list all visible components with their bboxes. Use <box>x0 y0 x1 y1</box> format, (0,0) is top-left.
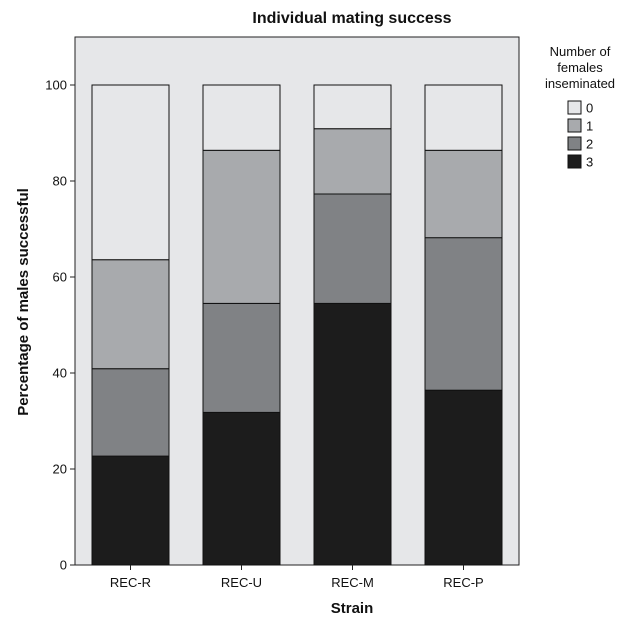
y-axis-label: Percentage of males successful <box>15 188 32 416</box>
bar-rec-r-series-0 <box>91 84 170 261</box>
legend-title-line: Number of <box>550 44 611 59</box>
chart-title: Individual mating success <box>252 10 451 27</box>
legend-swatch-1 <box>567 118 582 133</box>
legend-label-0: 0 <box>586 101 593 116</box>
x-tick-label: REC-R <box>110 575 151 590</box>
legend-label-1: 1 <box>586 119 593 134</box>
bar-rec-m-series-0 <box>313 84 392 130</box>
bar-rec-m-series-2 <box>313 193 392 304</box>
legend-label-3: 3 <box>586 155 593 170</box>
bar-rec-p-series-2 <box>424 237 503 391</box>
bar-rec-p-series-0 <box>424 84 503 151</box>
legend-label-2: 2 <box>586 137 593 152</box>
x-tick-label: REC-M <box>331 575 374 590</box>
legend-title-line: females <box>557 60 603 75</box>
legend-swatch-3 <box>567 154 582 169</box>
bar-rec-u-series-1 <box>202 149 281 304</box>
bar-rec-m-series-1 <box>313 128 392 195</box>
bar-rec-p-series-3 <box>424 389 503 566</box>
y-tick-label: 20 <box>53 462 67 477</box>
y-tick-label: 60 <box>53 270 67 285</box>
x-tick-label: REC-P <box>443 575 483 590</box>
y-tick-label: 80 <box>53 174 67 189</box>
bars-group <box>91 84 503 566</box>
bar-rec-r-series-3 <box>91 455 170 566</box>
x-axis: REC-R REC-U REC-M REC-P <box>110 565 484 590</box>
y-tick-label: 100 <box>45 78 67 93</box>
y-axis: 0 20 40 60 80 100 <box>45 78 75 573</box>
bar-rec-r-series-2 <box>91 368 170 457</box>
bar-rec-m-series-3 <box>313 302 392 566</box>
bar-rec-u-series-2 <box>202 302 281 413</box>
x-tick-label: REC-U <box>221 575 262 590</box>
y-tick-label: 40 <box>53 366 67 381</box>
legend-swatch-2 <box>567 136 582 151</box>
legend-title-line: inseminated <box>545 76 615 91</box>
x-axis-label: Strain <box>331 600 374 617</box>
bar-rec-p-series-1 <box>424 149 503 239</box>
bar-rec-r-series-1 <box>91 259 170 370</box>
bar-rec-u-series-3 <box>202 411 281 566</box>
legend-swatch-0 <box>567 100 582 115</box>
bar-rec-u-series-0 <box>202 84 281 151</box>
y-tick-label: 0 <box>60 558 67 573</box>
